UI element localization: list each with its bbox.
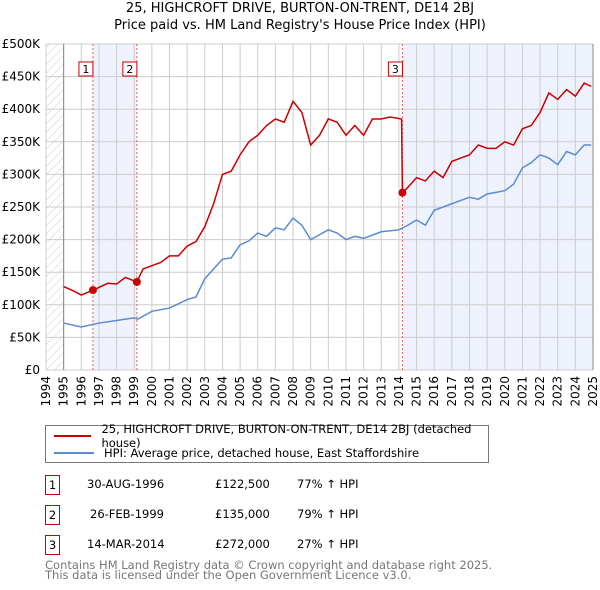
sale-label: 1 <box>82 63 89 76</box>
sale-label: 3 <box>392 63 399 76</box>
sale-hpi: 79% ↑ HPI <box>297 507 359 521</box>
x-tick-label: 2002 <box>180 376 194 407</box>
chart-subtitle: Price paid vs. HM Land Registry's House … <box>114 18 486 33</box>
x-tick-label: 1996 <box>74 376 88 407</box>
footer: Contains HM Land Registry data © Crown c… <box>45 558 493 582</box>
sale-hpi: 77% ↑ HPI <box>297 477 359 491</box>
x-tick-label: 2000 <box>145 376 159 407</box>
y-tick-label: £200K <box>2 233 42 247</box>
x-tick-label: 2001 <box>163 376 177 407</box>
x-tick-label: 2007 <box>268 376 282 407</box>
x-tick-label: 2025 <box>586 376 600 407</box>
y-tick-label: £450K <box>2 70 42 84</box>
x-tick-label: 1995 <box>57 376 71 407</box>
sale-point <box>132 277 141 286</box>
x-tick-label: 2012 <box>357 376 371 407</box>
x-tick-label: 2015 <box>410 376 424 407</box>
sale-hpi: 27% ↑ HPI <box>297 537 359 551</box>
sale-date: 30-AUG-1996 <box>87 477 165 491</box>
x-tick-label: 1997 <box>92 376 106 407</box>
x-tick-label: 2006 <box>251 376 265 407</box>
y-tick-label: £0 <box>25 363 40 377</box>
sale-number: 3 <box>45 535 60 555</box>
legend-item-hpi: HPI: Average price, detached house, East… <box>54 444 419 461</box>
x-tick-label: 2021 <box>515 376 529 407</box>
hpi-line <box>63 144 592 328</box>
sale-label-box <box>78 61 94 77</box>
sale-label-box <box>387 61 403 77</box>
x-tick-label: 2014 <box>392 376 406 407</box>
x-tick-label: 2011 <box>339 376 353 407</box>
x-tick-label: 2019 <box>480 376 494 407</box>
sale-label: 2 <box>126 63 133 76</box>
x-tick-label: 2003 <box>198 376 212 407</box>
x-tick-label: 2020 <box>498 376 512 407</box>
sale-number: 1 <box>45 475 60 495</box>
y-tick-label: £350K <box>2 135 42 149</box>
x-tick-label: 2009 <box>304 376 318 407</box>
footer-copyright: Contains HM Land Registry data © Crown c… <box>45 558 493 572</box>
legend-item-property: 25, HIGHCROFT DRIVE, BURTON-ON-TRENT, DE… <box>54 422 488 450</box>
x-tick-label: 2017 <box>445 376 459 407</box>
sale-number: 2 <box>45 505 60 525</box>
property-price-line <box>63 82 592 296</box>
x-tick-label: 2005 <box>233 376 247 407</box>
y-tick-label: £400K <box>2 102 42 116</box>
x-tick-label: 1999 <box>127 376 141 407</box>
x-tick-label: 2024 <box>568 376 582 407</box>
y-tick-label: £150K <box>2 265 42 279</box>
legend-swatch-blue <box>54 451 94 454</box>
sale-price: £122,500 <box>215 477 270 491</box>
legend-label: HPI: Average price, detached house, East… <box>104 445 420 460</box>
x-tick-label: 2018 <box>462 376 476 407</box>
sale-point <box>88 286 97 295</box>
price-chart: £0 £50K £100K £150K £200K £250K £300K £350K £400… <box>2 37 600 407</box>
sale-point <box>398 188 407 197</box>
legend-label: 25, HIGHCROFT DRIVE, BURTON-ON-TRENT, DE… <box>101 421 472 450</box>
x-tick-label: 2008 <box>286 376 300 407</box>
footer-licence: This data is licensed under the Open Gov… <box>45 568 412 582</box>
y-tick-label: £300K <box>2 167 42 181</box>
legend-swatch-red <box>54 434 92 437</box>
x-tick-label: 2013 <box>374 376 388 407</box>
sale-price: £272,000 <box>215 537 270 551</box>
y-tick-label: £250K <box>2 200 42 214</box>
sale-price: £135,000 <box>215 507 270 521</box>
x-tick-label: 1998 <box>110 376 124 407</box>
y-tick-label: £500K <box>2 37 42 51</box>
sale-date: 14-MAR-2014 <box>87 537 165 551</box>
x-tick-label: 2004 <box>215 376 229 407</box>
x-tick-label: 1994 <box>39 376 53 407</box>
sale-date: 26-FEB-1999 <box>90 507 164 521</box>
sale-label-box <box>122 61 138 77</box>
y-tick-label: £100K <box>2 298 42 312</box>
y-tick-label: £50K <box>9 330 41 344</box>
legend: 25, HIGHCROFT DRIVE, BURTON-ON-TRENT, DE… <box>45 422 489 463</box>
x-tick-label: 2022 <box>533 376 547 407</box>
x-tick-label: 2010 <box>321 376 335 407</box>
x-tick-label: 2023 <box>551 376 565 407</box>
chart-title: 25, HIGHCROFT DRIVE, BURTON-ON-TRENT, DE… <box>125 1 475 16</box>
x-tick-label: 2016 <box>427 376 441 407</box>
